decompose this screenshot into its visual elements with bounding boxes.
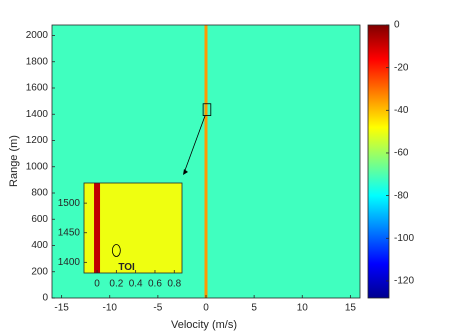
- y-tick-label: 1600: [26, 83, 49, 94]
- y-axis-label: Range (m): [8, 135, 20, 187]
- colorbar-frame: [367, 24, 390, 299]
- colorbar-tick-label: -60: [394, 148, 409, 159]
- target-box: [202, 103, 212, 116]
- y-tick-label: 1000: [26, 161, 49, 172]
- y-tick-label: 400: [31, 240, 48, 251]
- x-tick-label: 10: [297, 303, 309, 314]
- y-tick-label: 600: [31, 214, 48, 225]
- inset-x-tick-label: 0.2: [109, 279, 123, 290]
- x-tick-label: -10: [103, 303, 118, 314]
- inset-background: [84, 183, 182, 273]
- y-tick-label: 1400: [26, 109, 49, 120]
- y-tick-label: 2000: [26, 30, 49, 41]
- inset-y-tick-label: 1500: [58, 198, 81, 209]
- inset-x-tick-label: 0.8: [167, 279, 181, 290]
- arrow-head: [183, 169, 188, 175]
- inset-clutter: [94, 183, 101, 273]
- inset-x-tick-label: 0: [94, 279, 100, 290]
- y-tick-label: 200: [31, 266, 48, 277]
- clutter-line: [204, 25, 208, 298]
- colorbar-tick-label: -40: [394, 105, 409, 116]
- x-tick-label: 5: [251, 303, 257, 314]
- inset-y-tick-label: 1400: [58, 257, 81, 268]
- y-tick-label: 0: [42, 293, 48, 304]
- y-tick-label: 1200: [26, 135, 49, 146]
- colorbar: [368, 25, 389, 298]
- x-axis-label: Velocity (m/s): [171, 319, 237, 331]
- inset-x-tick-label: 0.6: [148, 279, 162, 290]
- inset-x-tick-label: 0.4: [129, 279, 143, 290]
- y-tick-label: 800: [31, 188, 48, 199]
- toi-label: TOI: [118, 262, 135, 273]
- colorbar-tick-label: -100: [394, 233, 414, 244]
- colorbar-tick-label: -20: [394, 62, 409, 73]
- y-tick-label: 1800: [26, 56, 49, 67]
- colorbar-tick-label: -80: [394, 190, 409, 201]
- colorbar-tick-label: -120: [394, 276, 414, 287]
- inset-y-tick-label: 1450: [58, 227, 81, 238]
- colorbar-tick-label: 0: [394, 20, 400, 31]
- x-tick-label: -15: [54, 303, 69, 314]
- toi-marker: [111, 244, 121, 257]
- arrow: [183, 115, 206, 174]
- x-tick-label: -5: [153, 303, 162, 314]
- x-tick-label: 15: [345, 303, 357, 314]
- inset-frame: [83, 182, 183, 274]
- x-tick-label: 0: [203, 303, 209, 314]
